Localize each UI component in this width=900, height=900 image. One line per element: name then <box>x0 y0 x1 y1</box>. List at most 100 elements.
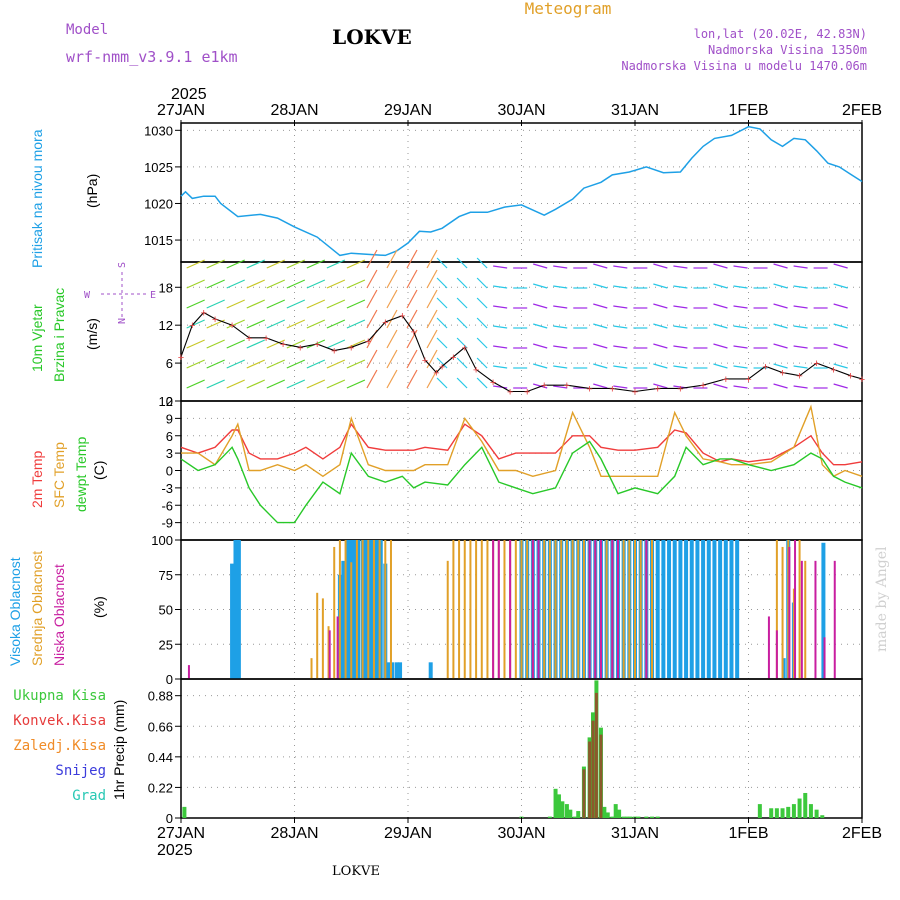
wind-arrow <box>226 259 245 269</box>
high-cloud-bar <box>368 540 373 679</box>
mid-cloud-bar <box>577 540 580 679</box>
wind-ytick-label: 12 <box>159 318 173 333</box>
precip-unit-label: 1hr Precip (mm) <box>111 700 127 800</box>
wind-speed-marker: + <box>490 377 496 389</box>
wind-arrow <box>713 323 728 329</box>
wind-arrow <box>653 343 668 349</box>
wind-speed-marker: + <box>189 320 195 332</box>
high-cloud-bar <box>655 540 660 679</box>
wind-arrow <box>493 345 508 349</box>
wind-arrow <box>436 317 448 329</box>
wind-ytick-label: 6 <box>166 356 173 371</box>
wind-arrow <box>673 365 688 369</box>
total-precip-bar <box>797 798 802 818</box>
wind-arrow <box>673 265 688 269</box>
model-altitude-label: Nadmorska Visina u modelu 1470.06m <box>621 59 867 73</box>
wind-arrow <box>206 359 225 369</box>
wind-arrow <box>346 359 366 369</box>
cloud-ytick-label: 0 <box>166 672 173 687</box>
wind-speed-marker: + <box>524 387 530 399</box>
wind-arrow <box>773 303 788 309</box>
wind-speed-marker: + <box>654 383 660 395</box>
wind-arrow <box>246 379 266 389</box>
mid-cloud-bar <box>543 540 546 679</box>
mid-cloud-bar <box>554 540 557 679</box>
wind-arrow <box>426 289 438 309</box>
cloud-label-mid: Srednja Oblacnost <box>29 551 45 666</box>
wind-arrow <box>386 329 398 349</box>
wind-arrow <box>386 369 398 389</box>
temperature-panel: -9 -6 -3 0 3 6 9 12 <box>159 394 863 541</box>
total-precip-bar <box>774 808 779 818</box>
wind-speed-marker: + <box>847 371 853 383</box>
wind-arrow <box>833 363 848 369</box>
wind-arrow <box>553 285 568 289</box>
temp-ytick-label: 3 <box>166 446 173 461</box>
wind-arrow <box>386 269 398 289</box>
wind-arrow <box>713 363 728 369</box>
temp-line-1 <box>181 404 863 478</box>
wind-arrow <box>306 359 326 369</box>
date-label-bottom: 31JAN <box>611 825 659 842</box>
total-precip-bar <box>650 816 655 818</box>
wind-arrow <box>366 369 378 389</box>
low-cloud-bar <box>800 560 803 679</box>
wind-speed-marker: + <box>507 387 513 399</box>
wind-arrow <box>226 319 245 329</box>
wind-arrow <box>476 337 488 349</box>
wind-arrow <box>326 379 346 389</box>
wind-arrow <box>406 269 418 289</box>
wind-compass: S E W N <box>84 262 156 324</box>
mid-cloud-bar <box>475 540 478 679</box>
wind-speed-marker: + <box>541 380 547 392</box>
wind-arrow <box>733 285 748 289</box>
precip-ytick-label: 0.88 <box>148 689 173 704</box>
wind-arrow <box>733 265 748 269</box>
wind-arrow <box>493 325 508 329</box>
date-label-top: 29JAN <box>384 102 432 119</box>
wind-arrow <box>833 383 848 389</box>
pressure-line <box>180 125 863 257</box>
wind-speed-marker: + <box>331 345 337 357</box>
wind-arrow <box>493 305 508 309</box>
mid-cloud-bar <box>367 540 370 679</box>
wind-arrow <box>326 259 346 269</box>
compass-s: N <box>117 318 128 324</box>
wind-arrow <box>733 385 748 389</box>
wind-arrow <box>306 279 326 289</box>
wind-arrow <box>653 363 668 369</box>
wind-arrow <box>476 317 488 329</box>
station-title: LOKVE <box>332 25 412 49</box>
wind-speed-marker: + <box>297 342 303 354</box>
mid-cloud-bar <box>378 540 381 679</box>
total-precip-bar <box>576 811 581 818</box>
total-precip-bar <box>786 806 791 818</box>
high-cloud-bar <box>718 540 723 679</box>
total-precip-bar <box>621 816 626 818</box>
wind-arrow <box>246 359 266 369</box>
precip-label-grad: Grad <box>72 788 106 804</box>
mid-cloud-bar <box>321 598 324 679</box>
total-precip-bar <box>655 816 660 818</box>
wind-arrow <box>476 377 488 389</box>
high-cloud-bar <box>689 540 694 679</box>
wind-speed-marker: + <box>439 361 445 373</box>
mid-cloud-bar <box>486 540 489 679</box>
precip-label-total: Ukupna Kisa <box>13 688 106 704</box>
wind-arrow <box>713 283 728 289</box>
mid-cloud-bar <box>582 540 585 679</box>
high-cloud-bar <box>233 540 238 679</box>
wind-speed-marker: + <box>564 380 570 392</box>
wind-arrow <box>773 323 788 329</box>
cloud-unit-label: (%) <box>91 596 107 618</box>
wind-arrow <box>653 283 668 289</box>
wind-arrow <box>366 349 378 369</box>
high-cloud-bar <box>341 560 346 679</box>
wind-speed-marker: + <box>796 371 802 383</box>
total-precip-bar <box>644 816 649 818</box>
wind-speed-marker: + <box>229 320 235 332</box>
mid-cloud-bar <box>344 540 347 679</box>
total-precip-bar <box>564 804 569 818</box>
low-cloud-bar <box>767 616 770 679</box>
total-precip-bar <box>628 816 633 818</box>
